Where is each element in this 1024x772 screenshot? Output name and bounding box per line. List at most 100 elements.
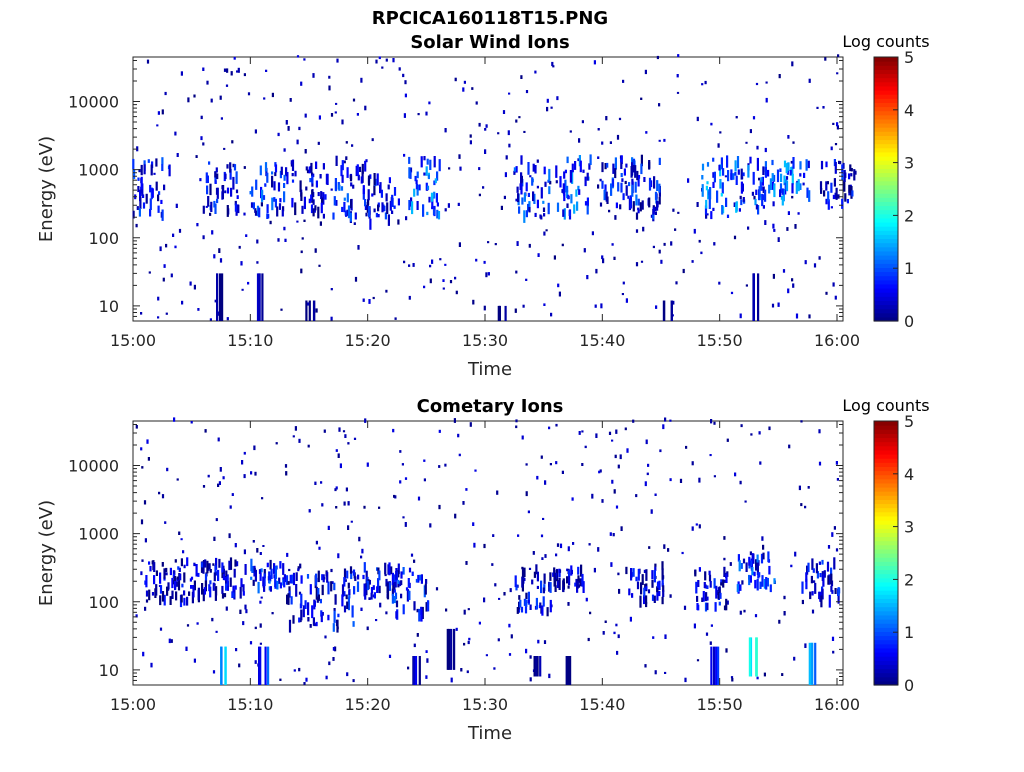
heatmap-cell bbox=[562, 578, 565, 585]
heatmap-cell bbox=[457, 433, 460, 438]
heatmap-cell bbox=[400, 580, 403, 586]
heatmap-cell bbox=[273, 563, 276, 574]
heatmap-cell bbox=[363, 562, 366, 573]
heatmap-cell bbox=[436, 202, 439, 207]
heatmap-cell bbox=[266, 204, 269, 214]
heatmap-cell bbox=[527, 510, 530, 514]
heatmap-cell bbox=[212, 582, 215, 591]
heatmap-cell bbox=[341, 594, 344, 607]
heatmap-cell bbox=[204, 559, 207, 568]
heatmap-cell bbox=[412, 656, 415, 685]
heatmap-cell bbox=[178, 531, 181, 535]
heatmap-cell bbox=[317, 570, 320, 583]
heatmap-cell bbox=[713, 242, 716, 246]
heatmap-cell bbox=[836, 125, 839, 130]
heatmap-cell bbox=[217, 483, 220, 487]
colorbar-swatch bbox=[874, 528, 898, 533]
heatmap-cell bbox=[469, 422, 472, 427]
heatmap-cell bbox=[392, 58, 395, 63]
heatmap-cell bbox=[147, 159, 150, 163]
heatmap-cell bbox=[214, 180, 217, 184]
heatmap-cell bbox=[545, 229, 548, 232]
heatmap-cell bbox=[231, 140, 234, 144]
heatmap-cell bbox=[791, 183, 794, 194]
colorbar-swatch bbox=[874, 246, 898, 252]
heatmap-cell bbox=[805, 572, 808, 582]
heatmap-cell bbox=[245, 234, 248, 237]
heatmap-cell bbox=[541, 605, 544, 616]
heatmap-cell bbox=[787, 135, 790, 139]
heatmap-cell bbox=[620, 158, 623, 169]
heatmap-cell bbox=[319, 174, 322, 179]
heatmap-cell bbox=[725, 598, 728, 611]
heatmap-cell bbox=[315, 540, 318, 545]
heatmap-cell bbox=[639, 595, 642, 608]
heatmap-cell bbox=[222, 476, 225, 480]
heatmap-cell bbox=[377, 204, 380, 212]
heatmap-cell bbox=[330, 113, 334, 117]
heatmap-cell bbox=[712, 181, 715, 188]
heatmap-cell bbox=[503, 592, 506, 596]
colorbar-swatch bbox=[874, 482, 898, 488]
heatmap-cell bbox=[284, 464, 288, 468]
heatmap-cell bbox=[548, 581, 551, 592]
heatmap-cell bbox=[250, 576, 253, 580]
colorbar-tick-label: 3 bbox=[904, 154, 914, 173]
heatmap-cell bbox=[696, 659, 700, 662]
heatmap-cell bbox=[358, 166, 362, 172]
heatmap-cell bbox=[613, 489, 616, 494]
heatmap-cell bbox=[578, 189, 581, 195]
heatmap-cell bbox=[269, 586, 272, 592]
heatmap-cell bbox=[233, 56, 236, 60]
heatmap-cell bbox=[853, 169, 856, 181]
heatmap-cell bbox=[566, 576, 569, 584]
heatmap-cell bbox=[609, 141, 612, 144]
colorbar-swatch bbox=[874, 300, 898, 306]
heatmap-cell bbox=[397, 580, 400, 588]
heatmap-cell bbox=[741, 183, 744, 192]
heatmap-cell bbox=[661, 596, 664, 605]
heatmap-cell bbox=[178, 228, 182, 233]
heatmap-cell bbox=[647, 589, 651, 594]
heatmap-cell bbox=[827, 199, 830, 210]
y-tick-label: 100 bbox=[88, 593, 119, 612]
heatmap-cell bbox=[174, 559, 177, 563]
heatmap-cell bbox=[768, 565, 771, 575]
heatmap-cell bbox=[710, 122, 713, 126]
colorbar-swatch bbox=[874, 102, 898, 108]
colorbar-swatch bbox=[874, 623, 898, 628]
heatmap-cell bbox=[388, 562, 391, 576]
colorbar-swatch bbox=[874, 449, 898, 455]
heatmap-cell bbox=[603, 189, 606, 201]
heatmap-cell bbox=[635, 576, 638, 582]
heatmap-cell bbox=[372, 296, 375, 300]
colorbar-swatch bbox=[874, 267, 898, 273]
heatmap-cell bbox=[764, 161, 767, 172]
heatmap-cell bbox=[241, 288, 244, 291]
heatmap-cell bbox=[298, 591, 302, 595]
heatmap-cell bbox=[333, 608, 336, 612]
heatmap-cell bbox=[549, 180, 552, 185]
colorbar-swatch bbox=[874, 127, 898, 132]
heatmap-cell bbox=[300, 575, 303, 584]
heatmap-cell bbox=[497, 132, 500, 135]
heatmap-cell bbox=[450, 628, 453, 670]
colorbar-swatch bbox=[874, 98, 898, 103]
heatmap-cell bbox=[444, 208, 447, 212]
heatmap-cell bbox=[729, 562, 732, 566]
heatmap-cell bbox=[390, 566, 393, 575]
heatmap-cell bbox=[423, 156, 426, 161]
heatmap-cell bbox=[465, 488, 468, 491]
heatmap-cell bbox=[616, 134, 620, 140]
heatmap-cell bbox=[135, 614, 138, 618]
heatmap-cell bbox=[543, 166, 546, 175]
heatmap-cell bbox=[327, 525, 330, 530]
colorbar-swatch bbox=[874, 429, 898, 434]
colorbar-swatch bbox=[874, 65, 898, 70]
heatmap-cell bbox=[309, 584, 312, 595]
heatmap-cell bbox=[574, 161, 577, 170]
heatmap-cell bbox=[792, 283, 795, 288]
heatmap-cell bbox=[385, 58, 388, 62]
heatmap-cell bbox=[535, 656, 538, 677]
